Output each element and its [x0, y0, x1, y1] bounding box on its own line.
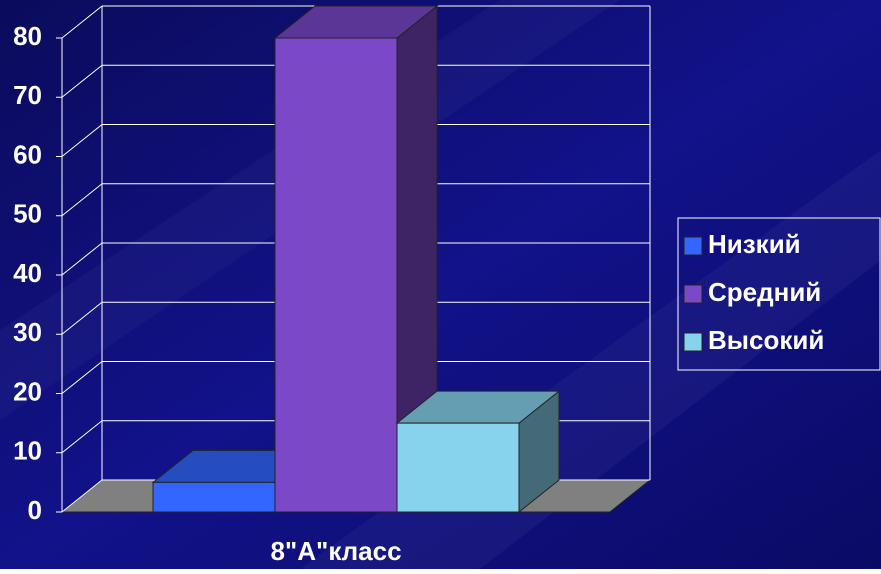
legend-label: Средний [708, 277, 821, 307]
y-tick-label: 20 [13, 376, 42, 406]
legend-swatch [683, 236, 703, 256]
grid-line [61, 420, 103, 454]
legend-swatch [683, 284, 703, 304]
y-tick-label: 10 [13, 436, 42, 466]
x-tick-label: 8"А"класс [270, 536, 401, 566]
grid-line [61, 301, 103, 335]
grid-line [61, 124, 103, 157]
y-tick-label: 60 [13, 139, 42, 169]
grid-line [61, 361, 103, 394]
grid-line [61, 64, 103, 98]
y-tick-label: 80 [13, 21, 42, 51]
bar [152, 481, 276, 513]
y-tick-label: 50 [13, 199, 42, 229]
grid-line [61, 479, 103, 513]
y-tick-label: 70 [13, 80, 42, 110]
legend-box [677, 217, 881, 371]
grid-line [61, 242, 103, 276]
y-tick-label: 40 [13, 258, 42, 288]
legend-label: Низкий [708, 229, 801, 259]
grid-line [61, 5, 103, 39]
grid-line [61, 183, 103, 217]
y-tick-label: 0 [28, 495, 42, 525]
legend-swatch [683, 332, 703, 352]
bar [274, 37, 398, 513]
legend-label: Высокий [708, 325, 824, 355]
y-tick-label: 30 [13, 317, 42, 347]
bar [396, 422, 520, 513]
